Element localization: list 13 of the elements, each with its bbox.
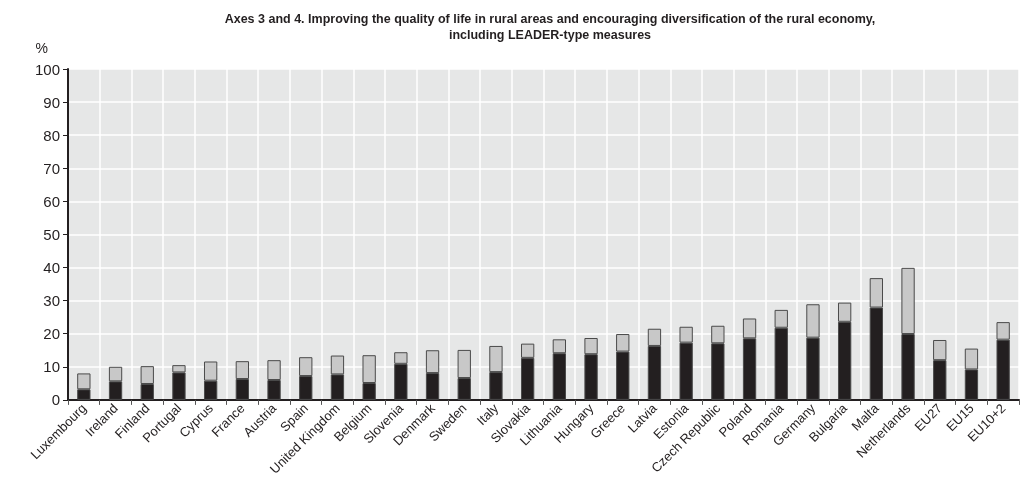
y-tick-label: 70 [43, 159, 60, 177]
y-tick-label: 10 [43, 358, 60, 376]
y-tick-label: 20 [43, 325, 60, 343]
chart-title: Axes 3 and 4. Improving the quality of life in rural areas and encouraging diversification of the rural economy, including LEADER-type measures [224, 12, 876, 42]
y-tick-label: 30 [43, 292, 60, 310]
y-tick-label: 60 [43, 192, 60, 210]
y-tick-label: 80 [43, 126, 60, 144]
y-tick-label: 100 [34, 60, 60, 78]
y-tick-label: 50 [43, 225, 60, 243]
y-tick-label: 40 [43, 259, 60, 277]
y-tick-label: 0 [51, 391, 60, 409]
y-axis-title: % [35, 40, 48, 56]
y-tick-label: 90 [43, 93, 60, 111]
